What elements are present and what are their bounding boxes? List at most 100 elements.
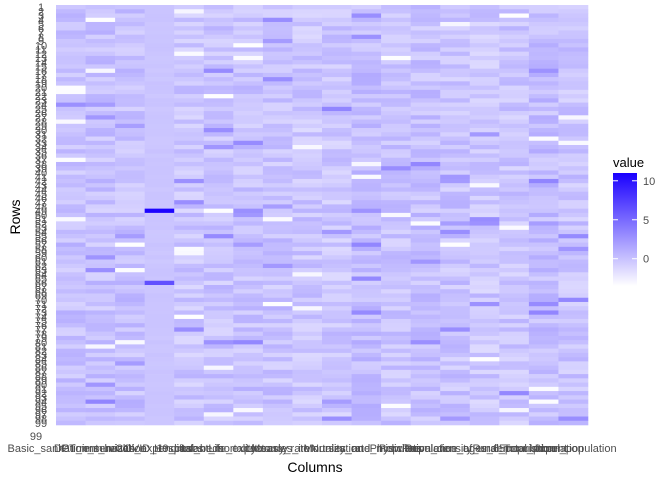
heatmap-cell <box>56 318 86 324</box>
heatmap-cell <box>262 166 293 171</box>
heatmap-cell <box>440 81 471 86</box>
heatmap-cell <box>381 378 411 383</box>
heatmap-cell <box>499 242 530 248</box>
y-tick-label: 28 <box>35 117 47 129</box>
heatmap-cell <box>528 55 559 61</box>
heatmap-cell <box>203 238 234 243</box>
heatmap-cell <box>499 386 530 392</box>
heatmap-cell <box>440 285 471 290</box>
heatmap-cell <box>410 272 441 277</box>
heatmap-cell <box>469 416 500 422</box>
heatmap-cell <box>440 195 471 201</box>
heatmap-cell <box>56 191 86 197</box>
heatmap-cell <box>322 38 352 44</box>
y-tick-label: 30 <box>35 125 47 137</box>
heatmap-cell <box>292 13 323 19</box>
heatmap-cell <box>292 340 323 345</box>
heatmap-cell <box>233 174 264 180</box>
heatmap-cell <box>85 72 116 78</box>
heatmap-cell <box>469 136 500 142</box>
heatmap-cell <box>262 128 293 133</box>
heatmap-cell <box>115 344 145 349</box>
heatmap-cell <box>85 348 116 354</box>
heatmap-cell <box>233 89 264 95</box>
heatmap-cell <box>292 357 323 362</box>
y-tick-label: 94 <box>35 397 47 409</box>
heatmap-cell <box>115 340 145 345</box>
heatmap-cell <box>233 378 264 383</box>
heatmap-cell <box>203 217 234 222</box>
y-tick-label: 16 <box>35 66 47 78</box>
heatmap-cell <box>203 149 234 154</box>
heatmap-cell <box>85 157 116 163</box>
heatmap-cell <box>233 132 264 137</box>
heatmap-cell <box>85 229 116 235</box>
heatmap-cell <box>115 5 145 10</box>
heatmap-cell <box>56 335 86 341</box>
heatmap-cell <box>410 331 441 337</box>
heatmap-cell <box>115 391 145 396</box>
heatmap-cell <box>558 34 589 40</box>
heatmap-cell <box>144 323 175 328</box>
heatmap-cell <box>203 98 234 103</box>
heatmap-cell <box>528 200 559 205</box>
heatmap-cell <box>85 68 116 74</box>
heatmap-cell <box>144 208 175 214</box>
heatmap-cell <box>410 335 441 341</box>
heatmap-cell <box>262 38 293 44</box>
heatmap-cell <box>528 161 559 167</box>
heatmap-cell <box>292 128 323 133</box>
heatmap-cell <box>351 395 382 400</box>
heatmap-cell <box>144 30 175 35</box>
heatmap-cell <box>410 412 441 417</box>
y-tick-label: 52 <box>35 219 47 231</box>
heatmap-cell <box>203 5 234 10</box>
heatmap-cell <box>351 200 382 205</box>
y-tick-label: 32 <box>35 134 47 146</box>
heatmap-cell <box>322 272 352 277</box>
heatmap-cell <box>469 382 500 388</box>
heatmap-cell <box>233 331 264 337</box>
heatmap-cell <box>174 365 205 371</box>
heatmap-cell <box>440 403 471 409</box>
heatmap-cell <box>115 276 145 282</box>
heatmap-cell <box>558 420 589 426</box>
heatmap-cell <box>144 412 175 417</box>
heatmap-cell <box>469 238 500 243</box>
heatmap-cell <box>233 26 264 31</box>
heatmap-cell <box>440 382 471 388</box>
heatmap-cell <box>351 386 382 392</box>
heatmap-cell <box>322 166 352 171</box>
heatmap-cell <box>174 123 205 129</box>
heatmap-cell <box>85 297 116 303</box>
heatmap-cell <box>558 369 589 375</box>
heatmap-cell <box>56 47 86 52</box>
heatmap-cell <box>499 98 530 103</box>
heatmap-cell <box>440 272 471 277</box>
heatmap-cell <box>262 263 293 269</box>
heatmap-cell <box>262 310 293 315</box>
heatmap-cell <box>351 327 382 332</box>
heatmap-cell <box>351 225 382 231</box>
heatmap-cell <box>144 119 175 125</box>
heatmap-cell <box>381 140 411 146</box>
heatmap-cell <box>56 111 86 116</box>
heatmap-cell <box>85 314 116 320</box>
y-tick-label: 67 <box>35 282 47 294</box>
heatmap-cell <box>262 178 293 184</box>
heatmap-cell <box>56 229 86 235</box>
heatmap-cell <box>469 327 500 332</box>
heatmap-cell <box>528 136 559 142</box>
heatmap-cell <box>499 195 530 201</box>
heatmap-cell <box>203 170 234 175</box>
heatmap-cell <box>440 166 471 171</box>
heatmap-cell <box>381 403 411 409</box>
heatmap-cell <box>469 289 500 294</box>
heatmap-cell <box>322 318 352 324</box>
heatmap-cell <box>233 43 264 48</box>
heatmap-cell <box>85 391 116 396</box>
heatmap-cell <box>174 268 205 273</box>
heatmap-cell <box>144 51 175 57</box>
heatmap-cell <box>292 174 323 180</box>
heatmap-cell <box>410 399 441 405</box>
